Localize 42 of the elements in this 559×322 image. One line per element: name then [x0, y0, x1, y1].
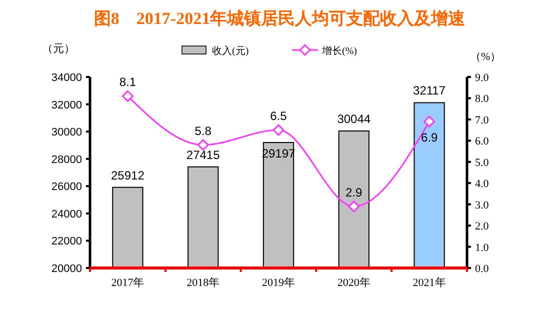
point	[272, 124, 284, 136]
data-label: 5.8	[194, 124, 212, 138]
y2-tick-label: 4.0	[475, 178, 490, 190]
y2-tick-label: 9.0	[475, 72, 490, 84]
data-label: 6.5	[270, 109, 288, 124]
y2-tick-label: 0.0	[475, 263, 490, 275]
y-tick-label: 26000	[51, 181, 82, 194]
data-label: 2.9	[346, 185, 363, 200]
y-tick-label: 30000	[51, 126, 82, 139]
x-tick-label: 2017年	[111, 277, 144, 289]
y2-tick-label: 3.0	[475, 199, 490, 212]
y-tick-label: 32000	[51, 99, 82, 112]
point	[348, 200, 360, 212]
y-tick-label: 20000	[51, 263, 82, 275]
point	[122, 90, 134, 102]
point	[424, 116, 436, 128]
data-label: 6.9	[420, 130, 438, 145]
data-label: 27415	[186, 148, 220, 162]
data-label: 25912	[111, 168, 145, 182]
point	[197, 139, 209, 151]
y-axis-title: （元）	[42, 43, 75, 55]
y2-tick-label: 8.0	[475, 93, 490, 106]
legend-label: 收入(元)	[212, 45, 249, 57]
y2-tick-label: 7.0	[475, 114, 490, 126]
data-label: 30044	[337, 112, 371, 126]
chart-title: 图8 2017-2021年城镇居民人均可支配收入及增速	[94, 9, 466, 28]
legend-label: 增长(%)	[321, 45, 357, 57]
y2-tick-label: 6.0	[475, 136, 490, 148]
y-tick-label: 34000	[51, 72, 82, 84]
y2-tick-label: 2.0	[475, 220, 490, 233]
y2-tick-label: 1.0	[475, 242, 490, 254]
y2-tick-label: 5.0	[475, 156, 490, 169]
y-tick-label: 24000	[51, 208, 82, 220]
y-tick-label: 28000	[51, 154, 82, 166]
data-label: 32117	[413, 84, 446, 98]
x-tick-label: 2020年	[337, 277, 370, 289]
x-tick-label: 2021年	[412, 277, 446, 289]
y-tick-label: 22000	[51, 236, 82, 248]
x-tick-label: 2018年	[186, 277, 220, 289]
x-tick-label: 2019年	[262, 277, 295, 289]
data-label: 8.1	[119, 75, 136, 90]
y2-axis-title: （%）	[470, 51, 502, 63]
